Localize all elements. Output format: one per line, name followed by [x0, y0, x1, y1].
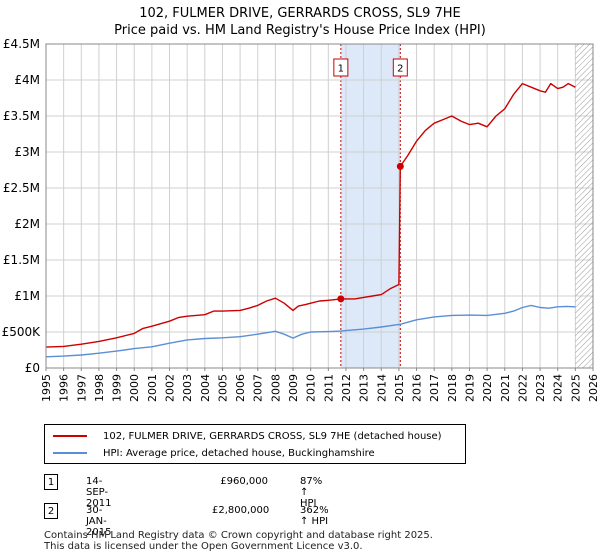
property-price-line: [45, 82, 576, 348]
legend-label-hpi: HPI: Average price, detached house, Buck…: [103, 447, 375, 459]
footer-line-1: Contains HM Land Registry data © Crown c…: [44, 530, 433, 541]
y-tick-label: £1M: [14, 289, 40, 303]
legend-swatch-hpi: [53, 452, 87, 454]
marker-label: 1: [338, 64, 344, 75]
transaction-hpi: 87% ↑ HPI: [300, 476, 323, 509]
x-tick-label: 2025: [569, 374, 582, 402]
transaction-badge: 2: [44, 503, 58, 519]
y-tick-label: £500K: [2, 325, 42, 339]
price-chart: 1 2 £0 £500K £1M £1.5M £2M £2.5M £3M £3.5M £4M £4.…: [2, 37, 600, 402]
chart-legend: 102, FULMER DRIVE, GERRARDS CROSS, SL9 7…: [44, 424, 466, 464]
sale-point-marker: [396, 162, 404, 170]
x-tick-label: 2013: [358, 374, 371, 402]
legend-item-hpi: HPI: Average price, detached house, Buck…: [53, 445, 375, 461]
chart-subtitle: Price paid vs. HM Land Registry's House …: [114, 23, 486, 38]
legend-item-property: 102, FULMER DRIVE, GERRARDS CROSS, SL9 7…: [53, 428, 442, 444]
marker-label-box: [392, 58, 408, 77]
x-tick-label: 2004: [199, 374, 212, 402]
chart-title-line1: 102, FULMER DRIVE, GERRARDS CROSS, SL9 7…: [139, 6, 461, 21]
y-tick-label: £0: [25, 361, 40, 375]
forecast-hatch-region: [575, 44, 593, 368]
y-tick-label: £1.5M: [3, 253, 40, 267]
x-tick-label: 1995: [40, 374, 53, 402]
x-tick-label: 2008: [269, 374, 282, 402]
y-tick-label: £2.5M: [3, 181, 40, 195]
legend-label-property: 102, FULMER DRIVE, GERRARDS CROSS, SL9 7…: [103, 430, 442, 442]
x-tick-label: 2017: [428, 374, 441, 402]
x-tick-label: 2024: [552, 374, 565, 402]
x-tick-label: 2009: [287, 374, 300, 402]
x-tick-label: 2006: [234, 374, 247, 402]
x-tick-label: 2003: [181, 374, 194, 402]
x-tick-label: 2007: [252, 374, 265, 402]
transaction-date: 30-JAN-2015: [86, 505, 112, 538]
y-tick-label: £2M: [14, 217, 40, 231]
shaded-period: [340, 44, 401, 368]
x-tick-label: 2002: [164, 374, 177, 402]
x-tick-label: 2019: [463, 374, 476, 402]
x-tick-label: 2021: [499, 374, 512, 402]
x-tick-label: 2015: [393, 374, 406, 402]
transaction-price: £2,800,000: [212, 505, 270, 516]
y-tick-label: £4.5M: [3, 37, 40, 51]
x-tick-label: 2014: [375, 374, 388, 402]
y-tick-label: £3.5M: [3, 109, 40, 123]
attribution-footer: Contains HM Land Registry data © Crown c…: [44, 530, 433, 552]
x-tick-label: 1996: [58, 374, 71, 402]
x-tick-label: 2026: [587, 374, 600, 402]
x-tick-label: 2023: [534, 374, 547, 402]
x-tick-label: 2018: [446, 374, 459, 402]
x-tick-label: 2000: [128, 374, 141, 402]
plot-frame: [45, 43, 594, 369]
hpi-line: [45, 304, 576, 358]
marker-label: 2: [397, 64, 403, 75]
transaction-badge: 1: [44, 474, 58, 490]
sale-point-marker: [337, 295, 345, 303]
x-tick-label: 2016: [411, 374, 424, 402]
x-tick-label: 1999: [111, 374, 124, 402]
x-tick-label: 2022: [516, 374, 529, 402]
y-tick-label: £4M: [14, 73, 40, 87]
x-tick-label: 2005: [216, 374, 229, 402]
x-tick-label: 2010: [305, 374, 318, 402]
marker-label-box: [333, 58, 349, 77]
legend-swatch-property: [53, 435, 87, 437]
y-tick-label: £3M: [14, 145, 40, 159]
x-tick-label: 1997: [75, 374, 88, 402]
x-tick-label: 2001: [146, 374, 159, 402]
x-tick-label: 1998: [93, 374, 106, 402]
transaction-date: 14-SEP-2011: [86, 476, 112, 509]
transaction-price: £960,000: [220, 476, 268, 487]
x-tick-label: 2012: [340, 374, 353, 402]
x-tick-label: 2020: [481, 374, 494, 402]
footer-line-2: This data is licensed under the Open Gov…: [44, 541, 363, 552]
x-tick-label: 2011: [322, 374, 335, 402]
transaction-hpi: 362% ↑ HPI: [300, 505, 329, 527]
